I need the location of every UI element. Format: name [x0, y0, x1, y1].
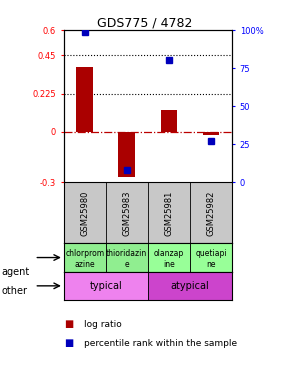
Text: ine: ine [163, 260, 175, 269]
Bar [76, 67, 93, 132]
Text: olanzap: olanzap [154, 249, 184, 258]
Text: GDS775 / 4782: GDS775 / 4782 [97, 17, 193, 30]
Text: percentile rank within the sample: percentile rank within the sample [84, 339, 237, 348]
Bar [118, 132, 135, 177]
Text: thioridazin: thioridazin [106, 249, 148, 258]
Bar [64, 272, 148, 300]
Text: GSM25981: GSM25981 [164, 190, 173, 236]
Bar [161, 110, 177, 132]
Text: ■: ■ [64, 338, 73, 348]
Text: azine: azine [75, 260, 95, 269]
Bar [202, 132, 219, 135]
Text: log ratio: log ratio [84, 320, 122, 329]
Text: GSM25980: GSM25980 [80, 190, 89, 236]
Text: ■: ■ [64, 320, 73, 329]
Text: agent: agent [1, 267, 30, 277]
Text: chlorprom: chlorprom [65, 249, 104, 258]
Text: typical: typical [90, 281, 122, 291]
Bar [148, 243, 190, 272]
Text: quetiapi: quetiapi [195, 249, 227, 258]
Text: ne: ne [206, 260, 216, 269]
Bar [190, 243, 232, 272]
Bar [148, 272, 232, 300]
Text: GSM25982: GSM25982 [206, 190, 215, 236]
Bar [64, 243, 106, 272]
Text: e: e [125, 260, 129, 269]
Text: GSM25983: GSM25983 [122, 190, 131, 236]
Text: other: other [1, 286, 28, 296]
Bar [106, 243, 148, 272]
Text: atypical: atypical [171, 281, 209, 291]
